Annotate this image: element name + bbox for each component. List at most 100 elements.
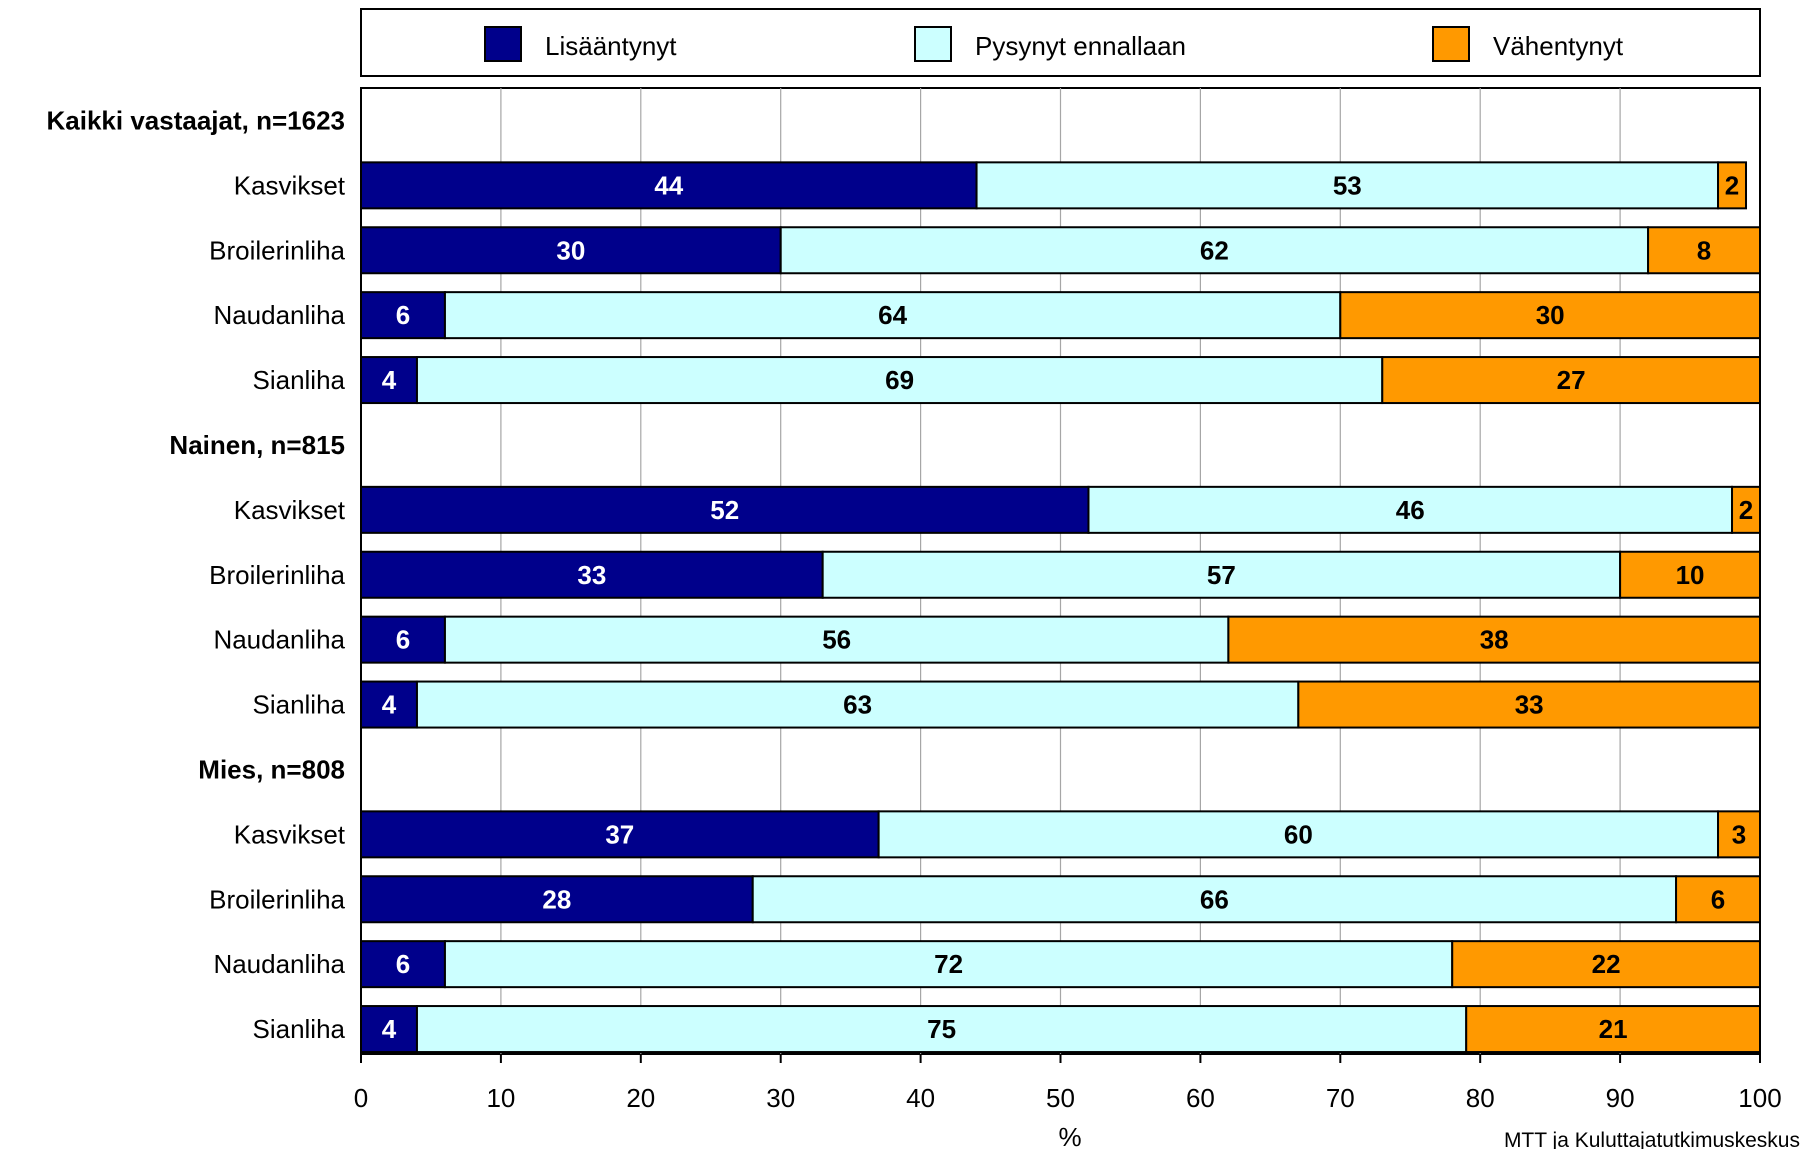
data-label: 2 [1725, 170, 1739, 200]
data-label: 28 [542, 884, 571, 914]
bar-segment [360, 485, 1090, 534]
x-tick-label: 0 [354, 1083, 368, 1113]
category-label: Sianliha [252, 1014, 345, 1044]
data-label: 56 [822, 625, 851, 655]
group-label: Kaikki vastaajat, n=1623 [47, 105, 345, 135]
category-label: Broilerinliha [209, 560, 345, 590]
bar-segment [360, 161, 978, 210]
bar-segment [1451, 940, 1761, 989]
category-label: Naudanliha [213, 625, 345, 655]
bar-segment [360, 356, 418, 405]
x-tick-label: 80 [1466, 1083, 1495, 1113]
x-axis-title: % [1058, 1122, 1081, 1149]
data-label: 3 [1732, 819, 1746, 849]
category-labels: Kaikki vastaajat, n=1623 Kasvikset Broiler… [47, 105, 346, 1044]
category-label: Naudanliha [213, 300, 345, 330]
x-tick-label: 100 [1738, 1083, 1781, 1113]
bar-segment [975, 161, 1720, 210]
category-label: Sianliha [252, 365, 345, 395]
bar-segment [360, 875, 754, 924]
bar-segment [360, 550, 824, 599]
x-tick-label: 90 [1606, 1083, 1635, 1113]
legend-swatch [914, 26, 952, 62]
category-label: Broilerinliha [209, 235, 345, 265]
legend-label: Vähentynyt [1493, 31, 1624, 61]
bar-segment [1087, 485, 1734, 534]
data-label: 57 [1207, 560, 1236, 590]
data-label: 52 [710, 495, 739, 525]
data-label: 38 [1480, 625, 1509, 655]
legend-label: Lisääntynyt [545, 31, 677, 61]
x-tick-label: 70 [1326, 1083, 1355, 1113]
data-label: 6 [396, 625, 410, 655]
bar-segment [1339, 291, 1762, 340]
x-tick-label: 40 [906, 1083, 935, 1113]
data-label: 46 [1396, 495, 1425, 525]
bar-segment [1675, 875, 1762, 924]
data-label: 4 [382, 365, 397, 395]
bar-segment [1465, 1005, 1761, 1054]
bar-segment [779, 226, 1650, 275]
bar-segment [443, 291, 1342, 340]
bar-segment [360, 226, 782, 275]
bar-segment [1731, 485, 1762, 534]
data-label: 69 [885, 365, 914, 395]
bar-segment [415, 1005, 1468, 1054]
data-label: 30 [1536, 300, 1565, 330]
x-tick-label: 10 [486, 1083, 515, 1113]
bar-segment [360, 810, 880, 859]
bar-segment [360, 615, 446, 664]
data-label: 6 [1711, 884, 1725, 914]
data-label: 33 [577, 560, 606, 590]
category-label: Sianliha [252, 690, 345, 720]
data-label: 64 [878, 300, 907, 330]
bar-segment [821, 550, 1622, 599]
bar-segment [1647, 226, 1761, 275]
data-label: 10 [1676, 560, 1705, 590]
bar-segment [751, 875, 1678, 924]
source-note: MTT ja Kuluttajatutkimuskeskus [1504, 1129, 1800, 1149]
data-label: 66 [1200, 884, 1229, 914]
data-label: 21 [1599, 1014, 1628, 1044]
bar-segment [360, 680, 418, 729]
data-label: 4 [382, 1014, 397, 1044]
data-label: 6 [396, 949, 410, 979]
data-label: 60 [1284, 819, 1313, 849]
legend-label: Pysynyt ennallaan [975, 31, 1186, 61]
data-label: 44 [654, 170, 683, 200]
category-label: Kasvikset [234, 495, 346, 525]
bar-segment [360, 291, 446, 340]
bar-segment [360, 940, 446, 989]
data-label: 62 [1200, 235, 1229, 265]
category-label: Broilerinliha [209, 884, 345, 914]
bar-segment [1227, 615, 1761, 664]
data-label: 63 [843, 690, 872, 720]
bar-segment [415, 680, 1300, 729]
data-label: 72 [934, 949, 963, 979]
data-label: 53 [1333, 170, 1362, 200]
x-tick-label: 20 [626, 1083, 655, 1113]
bar-segment [1297, 680, 1761, 729]
bar-segment [1717, 161, 1748, 210]
x-tick-label: 30 [766, 1083, 795, 1113]
data-label: 30 [556, 235, 585, 265]
category-label: Kasvikset [234, 170, 346, 200]
bar-segment [415, 356, 1384, 405]
bar-segment [1619, 550, 1761, 599]
category-label: Naudanliha [213, 949, 345, 979]
data-label: 6 [396, 300, 410, 330]
bar-segment [443, 940, 1454, 989]
data-label: 37 [605, 819, 634, 849]
group-label: Nainen, n=815 [169, 430, 345, 460]
data-label: 2 [1739, 495, 1753, 525]
chart-legend: Lisääntynyt Pysynyt ennallaan Vähentynyt [360, 8, 1761, 77]
category-label: Kasvikset [234, 819, 346, 849]
x-tick-label: 60 [1186, 1083, 1215, 1113]
legend-swatch [1432, 26, 1470, 62]
x-tick-label: 50 [1046, 1083, 1075, 1113]
data-label: 8 [1697, 235, 1711, 265]
x-axis: 0 10 20 30 40 50 60 70 80 90 100 [354, 1054, 1782, 1113]
data-label: 75 [927, 1014, 956, 1044]
